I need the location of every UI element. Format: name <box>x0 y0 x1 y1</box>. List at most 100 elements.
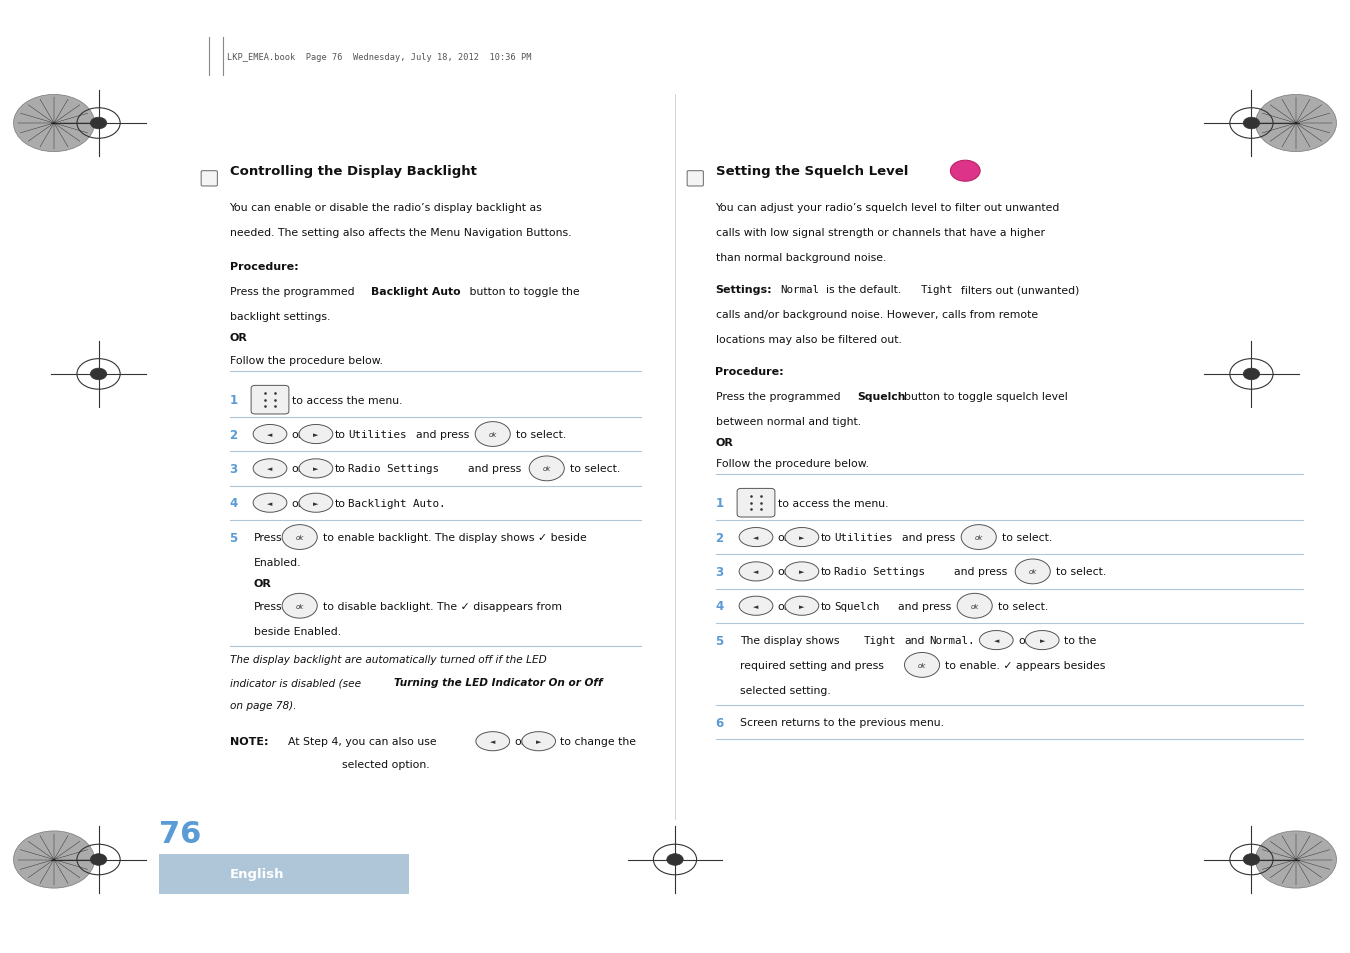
Text: to access the menu.: to access the menu. <box>292 395 402 405</box>
Text: to access the menu.: to access the menu. <box>778 498 888 508</box>
Text: ►: ► <box>799 603 805 609</box>
Text: selected option.: selected option. <box>342 760 429 769</box>
Text: ►: ► <box>799 535 805 540</box>
Text: locations may also be filtered out.: locations may also be filtered out. <box>716 335 902 344</box>
Text: Press: Press <box>254 601 282 611</box>
Text: ok: ok <box>1029 569 1037 575</box>
Text: to: to <box>821 601 832 611</box>
Text: OR: OR <box>254 578 271 588</box>
Circle shape <box>904 653 940 678</box>
Circle shape <box>90 854 107 865</box>
Text: Utilities: Utilities <box>834 533 892 542</box>
Text: to enable. ✓ appears besides: to enable. ✓ appears besides <box>945 660 1106 670</box>
Text: ◄: ◄ <box>994 638 999 643</box>
Text: beside Enabled.: beside Enabled. <box>254 626 342 636</box>
Text: ◄: ◄ <box>267 500 273 506</box>
Text: or: or <box>778 567 788 577</box>
Text: Normal: Normal <box>780 285 819 294</box>
FancyBboxPatch shape <box>687 172 703 187</box>
Text: or: or <box>292 464 302 474</box>
Text: Press the programmed: Press the programmed <box>716 392 844 401</box>
Text: ►: ► <box>313 432 319 437</box>
Text: Settings:: Settings: <box>716 285 772 294</box>
Text: filters out (unwanted): filters out (unwanted) <box>961 285 1080 294</box>
Text: ►: ► <box>313 466 319 472</box>
Text: ok: ok <box>296 535 304 540</box>
Text: ok: ok <box>918 662 926 668</box>
Text: needed. The setting also affects the Menu Navigation Buttons.: needed. The setting also affects the Men… <box>230 228 571 237</box>
Circle shape <box>957 594 992 618</box>
Circle shape <box>475 422 510 447</box>
Text: Normal.: Normal. <box>929 636 975 645</box>
Ellipse shape <box>786 562 818 581</box>
Text: required setting and press: required setting and press <box>740 660 884 670</box>
Text: At Step 4, you can also use: At Step 4, you can also use <box>288 737 436 746</box>
Text: ►: ► <box>313 500 319 506</box>
Text: to change the: to change the <box>560 737 636 746</box>
Text: or: or <box>778 533 788 542</box>
Circle shape <box>282 594 317 618</box>
Text: backlight settings.: backlight settings. <box>230 312 329 321</box>
Text: ok: ok <box>971 603 979 609</box>
Text: to select.: to select. <box>570 464 620 474</box>
Circle shape <box>1243 369 1260 380</box>
Text: to select.: to select. <box>998 601 1048 611</box>
Text: or: or <box>514 737 525 746</box>
Text: selected setting.: selected setting. <box>740 685 830 695</box>
Text: 2: 2 <box>716 531 724 544</box>
Text: or: or <box>292 430 302 439</box>
Text: 4: 4 <box>716 599 724 613</box>
Text: 2: 2 <box>230 428 238 441</box>
FancyBboxPatch shape <box>159 854 409 894</box>
Ellipse shape <box>740 562 772 581</box>
Text: or: or <box>292 498 302 508</box>
Ellipse shape <box>254 459 286 478</box>
Ellipse shape <box>786 528 818 547</box>
Text: Setting the Squelch Level: Setting the Squelch Level <box>716 165 907 178</box>
Text: ◄: ◄ <box>753 569 759 575</box>
Ellipse shape <box>300 459 333 478</box>
Text: OR: OR <box>716 437 733 447</box>
Text: Radio Settings: Radio Settings <box>834 567 925 577</box>
Circle shape <box>1243 854 1260 865</box>
Text: ok: ok <box>975 535 983 540</box>
Text: You can enable or disable the radio’s display backlight as: You can enable or disable the radio’s di… <box>230 203 543 213</box>
Text: Controlling the Display Backlight: Controlling the Display Backlight <box>230 165 477 178</box>
Text: indicator is disabled (see: indicator is disabled (see <box>230 678 364 687</box>
Text: ok: ok <box>489 432 497 437</box>
Text: ◄: ◄ <box>267 432 273 437</box>
Circle shape <box>90 369 107 380</box>
Circle shape <box>1243 118 1260 130</box>
Text: button to toggle the: button to toggle the <box>466 287 579 296</box>
Ellipse shape <box>979 631 1012 650</box>
Text: ok: ok <box>296 603 304 609</box>
Text: ok: ok <box>543 466 551 472</box>
Text: You can adjust your radio’s squelch level to filter out unwanted: You can adjust your radio’s squelch leve… <box>716 203 1060 213</box>
Text: to: to <box>335 430 346 439</box>
Text: OR: OR <box>230 333 247 342</box>
Text: to: to <box>335 464 346 474</box>
Text: and press: and press <box>898 601 950 611</box>
Text: 1: 1 <box>230 394 238 407</box>
Circle shape <box>14 95 94 152</box>
Circle shape <box>282 525 317 550</box>
Ellipse shape <box>300 494 333 513</box>
Circle shape <box>961 525 996 550</box>
Text: Press the programmed: Press the programmed <box>230 287 358 296</box>
Text: Radio Settings: Radio Settings <box>348 464 439 474</box>
Text: 3: 3 <box>716 565 724 578</box>
Text: is the default.: is the default. <box>826 285 902 294</box>
Text: Procedure:: Procedure: <box>230 262 298 272</box>
Text: Follow the procedure below.: Follow the procedure below. <box>716 458 868 468</box>
Text: 5: 5 <box>716 634 724 647</box>
Text: English: English <box>230 867 284 881</box>
Ellipse shape <box>475 732 510 751</box>
Text: Backlight Auto: Backlight Auto <box>371 287 460 296</box>
Circle shape <box>1256 95 1336 152</box>
FancyBboxPatch shape <box>251 386 289 415</box>
Ellipse shape <box>786 597 818 616</box>
Ellipse shape <box>254 425 286 444</box>
Circle shape <box>950 161 980 182</box>
Text: and press: and press <box>902 533 954 542</box>
Text: Turning the LED Indicator On or Off: Turning the LED Indicator On or Off <box>394 678 603 687</box>
